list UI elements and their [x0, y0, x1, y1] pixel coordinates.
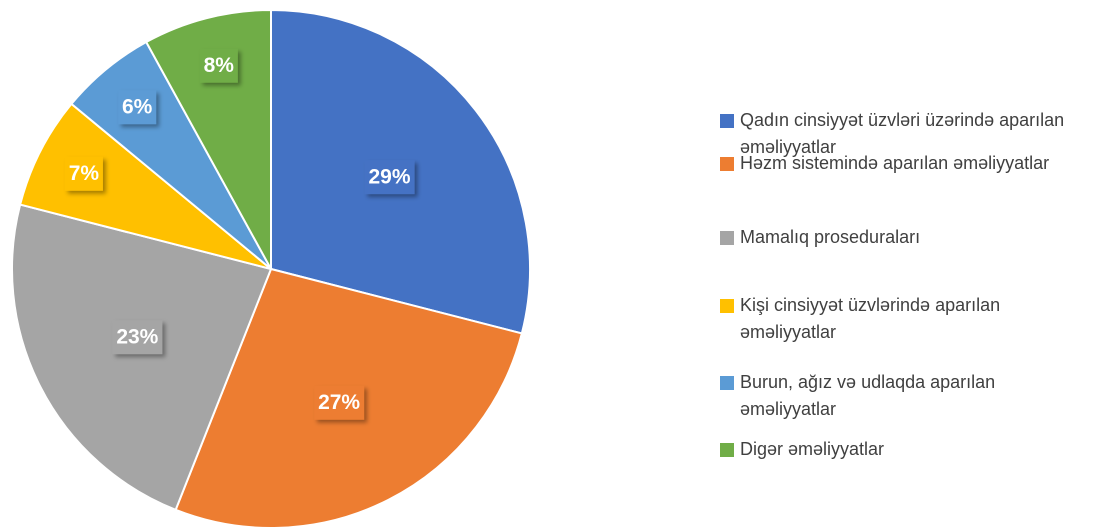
legend-swatch: [720, 299, 734, 313]
data-label-box: [118, 90, 157, 125]
data-label: 29%: [369, 166, 411, 189]
legend-label: Mamalıq prosedurаları: [740, 227, 921, 247]
data-label: 7%: [69, 162, 100, 185]
data-label: 6%: [122, 96, 153, 119]
legend-item: Kişi cinsiyyət üzvlərində aparılan əməli…: [720, 292, 1085, 346]
data-label-box: [112, 320, 163, 355]
legend-swatch: [720, 376, 734, 390]
legend-item: Mamalıq prosedurаları: [720, 224, 1085, 251]
legend-label: Digər əməliyyatlar: [740, 439, 885, 459]
legend-swatch: [720, 114, 734, 128]
legend-item: Qadın cinsiyyət üzvləri üzərində aparıla…: [720, 107, 1085, 161]
legend-swatch: [720, 231, 734, 245]
pie-slice: [11, 203, 273, 512]
pie-slice: [144, 8, 272, 270]
data-label-box: [314, 385, 365, 420]
chart: 29% 27% 23% 7% 6% 8%: [11, 8, 531, 529]
legend-label: Burun, ağız və udlaqda aparılan əməliyya…: [740, 372, 996, 419]
data-label: 27%: [318, 391, 360, 414]
legend-label: Həzm sistemində aparılan əməliyyatlar: [740, 153, 1050, 173]
pie-slice: [18, 102, 272, 270]
data-label-box: [364, 160, 415, 195]
legend-label: Qadın cinsiyyət üzvləri üzərində aparıla…: [740, 110, 1065, 157]
data-label: 8%: [204, 54, 235, 77]
legend-item: Həzm sistemində aparılan əməliyyatlar: [720, 150, 1085, 177]
data-label: 23%: [116, 326, 158, 349]
legend-item: Digər əməliyyatlar: [720, 436, 1085, 463]
data-label-box: [199, 48, 238, 83]
legend-swatch: [720, 157, 734, 171]
legend-item: Burun, ağız və udlaqda aparılan əməliyya…: [720, 369, 1085, 423]
legend-swatch: [720, 443, 734, 457]
data-label-box: [64, 156, 103, 191]
legend-label: Kişi cinsiyyət üzvlərində aparılan əməli…: [740, 295, 1001, 342]
